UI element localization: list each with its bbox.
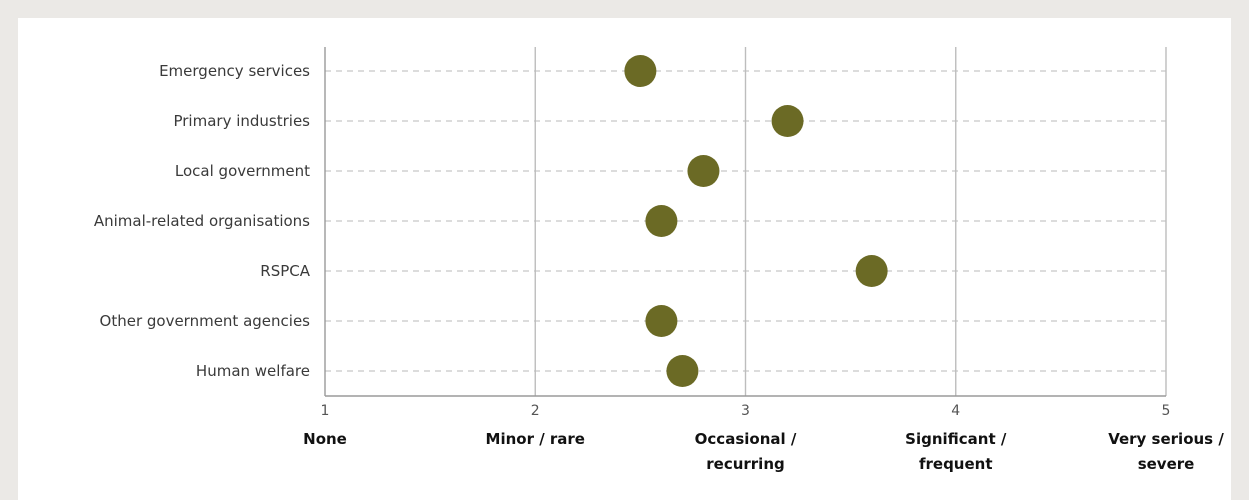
x-tick-label: Occasional / [695,430,797,448]
x-tick-number: 1 [321,403,330,419]
data-point [645,205,678,237]
x-tick-label: frequent [919,455,993,473]
category-label: Local government [175,162,310,180]
x-tick-number: 5 [1162,403,1171,419]
category-label: Primary industries [173,112,310,130]
data-point [687,155,720,187]
chart-panel [18,18,1231,500]
data-point [624,55,657,87]
category-label: Emergency services [159,62,310,80]
x-tick-label: severe [1138,455,1195,473]
x-tick-label: Minor / rare [486,430,585,448]
category-label: RSPCA [260,262,310,280]
x-tick-label: Significant / [905,430,1007,448]
category-label: Animal-related organisations [94,212,310,230]
data-point [666,355,699,387]
data-point [645,305,678,337]
x-tick-number: 2 [531,403,540,419]
category-label: Human welfare [196,362,310,380]
data-point [855,255,888,287]
category-label: Other government agencies [100,312,311,330]
x-tick-number: 4 [951,403,960,419]
x-tick-label: Very serious / [1108,430,1224,448]
data-point [771,105,804,137]
x-tick-label: None [303,430,347,448]
x-tick-number: 3 [741,403,750,419]
x-tick-label: recurring [706,455,785,473]
